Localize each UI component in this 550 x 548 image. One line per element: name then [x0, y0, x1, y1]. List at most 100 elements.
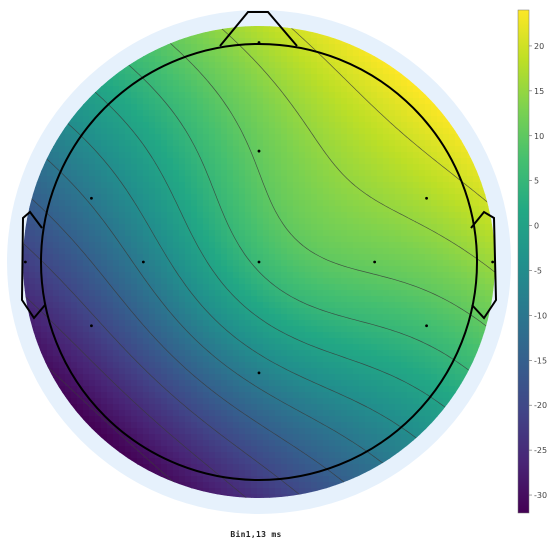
field-cell	[119, 416, 126, 423]
field-cell	[119, 200, 126, 207]
field-cell	[269, 98, 276, 105]
field-cell	[95, 410, 102, 417]
field-cell	[239, 152, 246, 159]
field-cell	[107, 320, 114, 327]
field-cell	[257, 200, 264, 207]
field-cell	[395, 386, 402, 393]
field-cell	[179, 392, 186, 399]
field-cell	[407, 248, 414, 255]
field-cell	[203, 230, 210, 237]
field-cell	[53, 308, 60, 315]
field-cell	[29, 230, 36, 237]
field-cell	[389, 80, 396, 87]
field-cell	[89, 422, 96, 429]
field-cell	[125, 410, 132, 417]
field-cell	[137, 266, 144, 273]
field-cell	[143, 170, 150, 177]
field-cell	[341, 104, 348, 111]
field-cell	[377, 74, 384, 81]
field-cell	[287, 410, 294, 417]
field-cell	[95, 362, 102, 369]
field-cell	[95, 134, 102, 141]
field-cell	[101, 296, 108, 303]
field-cell	[281, 236, 288, 243]
field-cell	[317, 308, 324, 315]
field-cell	[287, 428, 294, 435]
field-cell	[179, 272, 186, 279]
field-cell	[215, 146, 222, 153]
field-cell	[203, 188, 210, 195]
field-cell	[221, 410, 228, 417]
field-cell	[431, 404, 438, 411]
field-cell	[299, 248, 306, 255]
field-cell	[419, 236, 426, 243]
field-cell	[143, 350, 150, 357]
field-cell	[395, 290, 402, 297]
field-cell	[161, 68, 168, 75]
field-cell	[401, 260, 408, 267]
field-cell	[359, 326, 366, 333]
field-cell	[155, 464, 162, 471]
field-cell	[161, 248, 168, 255]
field-cell	[161, 338, 168, 345]
field-cell	[89, 236, 96, 243]
field-cell	[179, 344, 186, 351]
field-cell	[101, 434, 108, 441]
field-cell	[239, 458, 246, 465]
field-cell	[47, 326, 54, 333]
field-cell	[293, 416, 300, 423]
field-cell	[419, 104, 426, 111]
field-cell	[383, 218, 390, 225]
field-cell	[413, 428, 420, 435]
field-cell	[107, 404, 114, 411]
field-cell	[191, 92, 198, 99]
field-cell	[341, 188, 348, 195]
field-cell	[491, 230, 495, 237]
field-cell	[317, 302, 324, 309]
field-cell	[347, 416, 354, 423]
field-cell	[233, 122, 240, 129]
field-cell	[119, 248, 126, 255]
field-cell	[227, 224, 234, 231]
field-cell	[35, 278, 42, 285]
field-cell	[227, 320, 234, 327]
field-cell	[461, 356, 468, 363]
field-cell	[431, 236, 438, 243]
field-cell	[191, 158, 198, 165]
field-cell	[293, 116, 300, 123]
field-cell	[185, 50, 192, 57]
field-cell	[365, 284, 372, 291]
field-cell	[209, 452, 216, 459]
field-cell	[179, 80, 186, 87]
field-cell	[335, 344, 342, 351]
field-cell	[437, 182, 444, 189]
field-cell	[341, 110, 348, 117]
field-cell	[131, 92, 138, 99]
field-cell	[341, 260, 348, 267]
field-cell	[161, 194, 168, 201]
field-cell	[455, 368, 462, 375]
field-cell	[485, 218, 492, 225]
field-cell	[41, 278, 48, 285]
field-cell	[311, 188, 318, 195]
field-cell	[449, 164, 456, 171]
field-cell	[239, 392, 246, 399]
field-cell	[149, 50, 156, 57]
field-cell	[353, 212, 360, 219]
field-cell	[311, 182, 318, 189]
field-cell	[197, 92, 204, 99]
field-cell	[221, 290, 228, 297]
field-cell	[185, 56, 192, 63]
field-cell	[323, 422, 330, 429]
field-cell	[161, 464, 168, 471]
field-cell	[299, 278, 306, 285]
field-cell	[425, 350, 432, 357]
field-cell	[239, 68, 246, 75]
field-cell	[353, 158, 360, 165]
field-cell	[95, 296, 102, 303]
field-cell	[257, 176, 264, 183]
field-cell	[389, 350, 396, 357]
field-cell	[221, 152, 228, 159]
field-cell	[359, 242, 366, 249]
field-cell	[113, 98, 120, 105]
